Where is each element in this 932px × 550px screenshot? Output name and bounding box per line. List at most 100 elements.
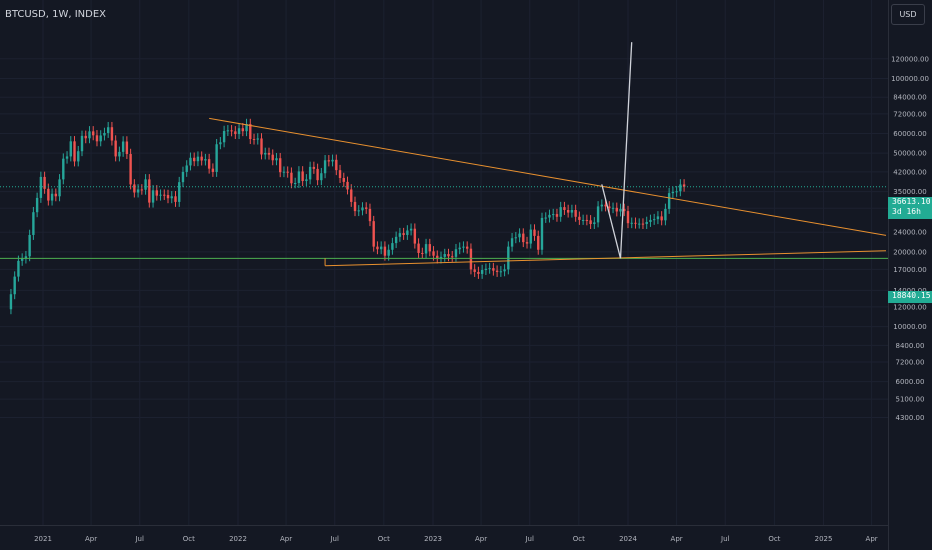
candle-body (682, 184, 686, 187)
time-axis-label: Jul (720, 535, 730, 543)
candle-body (43, 176, 46, 189)
candle-body (488, 268, 491, 270)
candle-body (148, 179, 151, 203)
price-axis-label: 6000.00 (896, 378, 925, 386)
candle-body (484, 268, 488, 271)
candle-body (73, 141, 76, 162)
price-axis-label: 24000.00 (893, 229, 926, 237)
candle-body (207, 159, 211, 169)
candle-body (95, 135, 99, 142)
candle-body (604, 204, 607, 207)
candle-body (252, 139, 256, 141)
candle-body (271, 154, 274, 161)
candle-body (626, 211, 630, 224)
candle-body (222, 131, 226, 143)
candle-body (406, 230, 409, 235)
candle-body (409, 228, 413, 231)
time-axis-label: 2023 (424, 535, 442, 543)
candle-body (323, 160, 327, 174)
candle-body (394, 236, 398, 244)
candle-body (293, 183, 297, 185)
time-axis-label: Apr (85, 535, 97, 543)
candle-body (69, 141, 72, 157)
candle-body (192, 157, 196, 162)
price-axis-label: 17000.00 (893, 266, 926, 274)
candle-body (641, 223, 645, 225)
candle-body (110, 127, 114, 141)
candle-body (121, 141, 125, 152)
candle-body (136, 189, 140, 193)
symbol-title[interactable]: BTCUSD, 1W, INDEX (5, 9, 106, 20)
candle-body (615, 207, 618, 212)
candle-body (630, 222, 633, 224)
time-axis-label: Apr (866, 535, 878, 543)
candle-body (675, 191, 678, 193)
price-axis-label: 10000.00 (893, 323, 926, 331)
time-axis-label: 2022 (229, 535, 247, 543)
candle-body (559, 207, 562, 217)
time-axis-label: Jul (329, 535, 339, 543)
candle-body (570, 210, 574, 213)
candle-body (230, 130, 233, 132)
candle-body (499, 271, 503, 273)
candle-body (163, 194, 166, 196)
candle-body (652, 219, 656, 221)
candle-body (533, 229, 536, 236)
candle-body (211, 168, 215, 172)
candle-body (181, 171, 185, 183)
candle-body (226, 130, 230, 132)
candle-body (537, 235, 540, 250)
candlestick-series (9, 118, 686, 315)
candle-body (477, 271, 480, 274)
candle-body (413, 228, 417, 244)
candle-body (125, 141, 129, 155)
candle-body (552, 214, 555, 216)
candle-body (480, 270, 484, 274)
candle-body (421, 252, 424, 254)
candle-body (671, 191, 675, 194)
candle-body (619, 208, 622, 212)
candle-body (13, 276, 16, 295)
candle-body (638, 223, 641, 225)
price-axis-label: 4300.00 (896, 414, 925, 422)
price-axis-label: 8400.00 (896, 342, 925, 350)
candle-body (290, 172, 293, 184)
projection-path (601, 42, 633, 259)
currency-button[interactable]: USD (891, 4, 925, 25)
candle-body (92, 131, 95, 136)
candle-body (106, 127, 110, 133)
candle-body (372, 221, 375, 247)
candle-body (99, 135, 102, 142)
time-axis-label: Apr (475, 535, 487, 543)
price-axis-label: 100000.00 (891, 75, 929, 83)
candle-body (454, 249, 458, 257)
candle-body (9, 294, 13, 310)
candle-body (458, 247, 461, 250)
price-axis-label: 12000.00 (893, 303, 926, 311)
candle-body (103, 132, 106, 136)
candle-body (320, 173, 323, 181)
time-axis-label: 2021 (34, 535, 52, 543)
current-price-tag: 36613.10 3d 16h (888, 197, 932, 219)
candle-body (469, 248, 473, 270)
candle-body (555, 214, 559, 217)
candle-body (327, 160, 331, 162)
time-axis-label: Apr (671, 535, 683, 543)
price-axis-label: 84000.00 (893, 94, 926, 102)
time-axis-label: Oct (573, 535, 585, 543)
candle-body (256, 138, 259, 140)
candle-body (54, 193, 58, 197)
candle-body (189, 157, 192, 166)
candle-body (548, 214, 551, 218)
candle-body (574, 210, 577, 217)
candle-body (196, 156, 200, 162)
time-axis-label: Oct (768, 535, 780, 543)
time-axis-label: Apr (280, 535, 292, 543)
price-axis-label: 72000.00 (893, 110, 926, 118)
drawing-lines[interactable] (0, 42, 888, 267)
candle-body (301, 171, 304, 182)
candle-body (260, 138, 263, 155)
candle-body (312, 166, 316, 169)
